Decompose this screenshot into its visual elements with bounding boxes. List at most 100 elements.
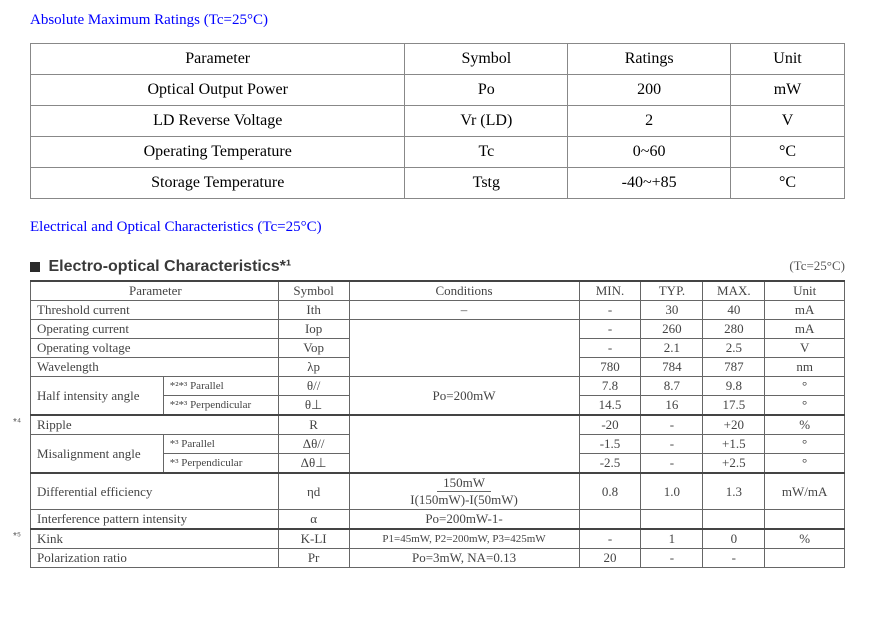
cell-max: 40: [703, 301, 765, 320]
cell-typ: 8.7: [641, 377, 703, 396]
cell-symbol: Vr (LD): [405, 106, 568, 137]
eo-tc-note: (Tc=25°C): [789, 258, 845, 274]
cell-param: Wavelength: [31, 358, 279, 377]
footnote-marker: *⁴: [13, 417, 21, 428]
cell-symbol: Vop: [278, 339, 349, 358]
cell-max: +2.5: [703, 454, 765, 474]
col-typ: TYP.: [641, 281, 703, 301]
cell-cond: –: [349, 301, 579, 320]
cell-param: Storage Temperature: [31, 168, 405, 199]
cell-min: -: [579, 339, 641, 358]
eo-row: Interference pattern intensity α Po=200m…: [31, 510, 845, 530]
cell-min: [579, 510, 641, 530]
cell-symbol: Δθ⊥: [278, 454, 349, 474]
cell-typ: [641, 510, 703, 530]
eo-row: *⁵Kink K-LI P1=45mW, P2=200mW, P3=425mW …: [31, 529, 845, 549]
cell-symbol: ηd: [278, 473, 349, 510]
cell-typ: 30: [641, 301, 703, 320]
cell-param: Operating voltage: [31, 339, 279, 358]
col-min: MIN.: [579, 281, 641, 301]
cell-max: 17.5: [703, 396, 765, 416]
cell-max: 9.8: [703, 377, 765, 396]
cell-typ: -: [641, 549, 703, 568]
cell-symbol: Pr: [278, 549, 349, 568]
cell-max: 0: [703, 529, 765, 549]
cell-min: 0.8: [579, 473, 641, 510]
cell-unit: mW: [731, 75, 845, 106]
col-parameter: Parameter: [31, 281, 279, 301]
cell-max: 787: [703, 358, 765, 377]
cell-symbol: Tstg: [405, 168, 568, 199]
cell-param: Interference pattern intensity: [31, 510, 279, 530]
eo-row: Operating current Iop - 260 280 mA: [31, 320, 845, 339]
cell-param: Threshold current: [31, 301, 279, 320]
cell-value: 200: [568, 75, 731, 106]
cell-min: -2.5: [579, 454, 641, 474]
cell-typ: 1.0: [641, 473, 703, 510]
section-title-electrical-optical: Electrical and Optical Characteristics (…: [30, 219, 845, 236]
cell-max: +1.5: [703, 435, 765, 454]
ratings-table: Parameter Symbol Ratings Unit Optical Ou…: [30, 43, 845, 199]
cell-param: Polarization ratio: [31, 549, 279, 568]
cell-unit: °: [765, 454, 845, 474]
cell-unit: [765, 510, 845, 530]
cell-min: 20: [579, 549, 641, 568]
cell-unit: °: [765, 377, 845, 396]
fraction-top: 150mW: [437, 475, 491, 492]
fraction-bottom: I(150mW)-I(50mW): [410, 492, 518, 507]
cell-symbol: Po: [405, 75, 568, 106]
cell-max: +20: [703, 415, 765, 435]
cell-unit: mA: [765, 320, 845, 339]
cell-unit: V: [731, 106, 845, 137]
cell-param-text: Kink: [37, 531, 63, 546]
table-header-row: Parameter Symbol Ratings Unit: [31, 44, 845, 75]
cell-subparam: *³ Perpendicular: [163, 454, 278, 474]
table-row: Optical Output Power Po 200 mW: [31, 75, 845, 106]
cell-max: 2.5: [703, 339, 765, 358]
cell-symbol: Tc: [405, 137, 568, 168]
cell-unit: °: [765, 435, 845, 454]
cell-symbol: K-LI: [278, 529, 349, 549]
cell-symbol: α: [278, 510, 349, 530]
cell-param: *⁴Ripple: [31, 415, 279, 435]
eo-subheading-text: Electro-optical Characteristics*¹: [48, 258, 291, 275]
cell-unit: mA: [765, 301, 845, 320]
eo-header-row: Parameter Symbol Conditions MIN. TYP. MA…: [31, 281, 845, 301]
col-symbol: Symbol: [405, 44, 568, 75]
cell-typ: -: [641, 415, 703, 435]
table-row: Operating Temperature Tc 0~60 °C: [31, 137, 845, 168]
cell-max: 1.3: [703, 473, 765, 510]
col-symbol: Symbol: [278, 281, 349, 301]
cell-typ: 16: [641, 396, 703, 416]
table-row: LD Reverse Voltage Vr (LD) 2 V: [31, 106, 845, 137]
cell-subparam: *²*³ Perpendicular: [163, 396, 278, 416]
cell-value: 2: [568, 106, 731, 137]
cell-cond: [349, 320, 579, 377]
cell-min: 7.8: [579, 377, 641, 396]
cell-typ: 260: [641, 320, 703, 339]
cell-symbol: λp: [278, 358, 349, 377]
cell-cond: P1=45mW, P2=200mW, P3=425mW: [349, 529, 579, 549]
cell-typ: -: [641, 454, 703, 474]
cell-param: Optical Output Power: [31, 75, 405, 106]
cell-param: Differential efficiency: [31, 473, 279, 510]
cell-unit: °: [765, 396, 845, 416]
cell-unit: nm: [765, 358, 845, 377]
cell-param-text: Ripple: [37, 417, 72, 432]
eo-subheading: Electro-optical Characteristics*¹ (Tc=25…: [30, 258, 845, 276]
cell-param: LD Reverse Voltage: [31, 106, 405, 137]
cell-min: -1.5: [579, 435, 641, 454]
col-conditions: Conditions: [349, 281, 579, 301]
bullet-square-icon: [30, 262, 40, 272]
cell-unit: %: [765, 529, 845, 549]
cell-value: 0~60: [568, 137, 731, 168]
cell-typ: 784: [641, 358, 703, 377]
cell-unit: mW/mA: [765, 473, 845, 510]
cell-min: -: [579, 529, 641, 549]
cell-subparam: *³ Parallel: [163, 435, 278, 454]
section-title-absolute-max: Absolute Maximum Ratings (Tc=25°C): [30, 12, 845, 29]
cell-typ: 1: [641, 529, 703, 549]
cell-min: 780: [579, 358, 641, 377]
eo-row: Differential efficiency ηd 150mW I(150mW…: [31, 473, 845, 510]
cell-symbol: θ//: [278, 377, 349, 396]
